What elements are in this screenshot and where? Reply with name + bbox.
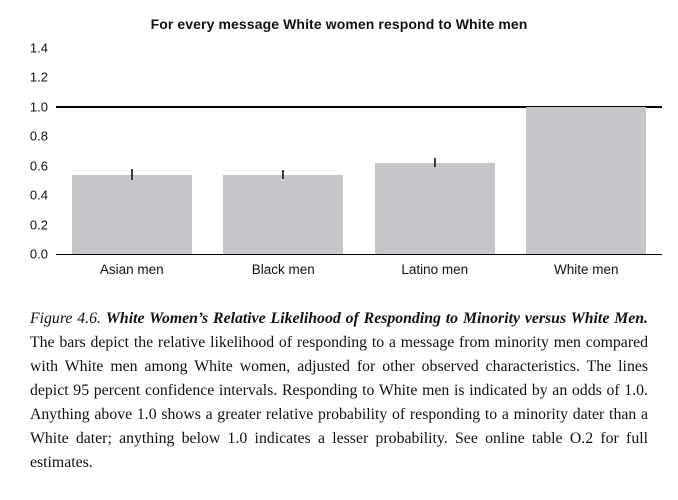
y-tick-label: 0.6 [29, 158, 48, 174]
error-bar [130, 168, 133, 181]
bar [526, 106, 647, 254]
bar-group [56, 48, 208, 254]
bar-group [208, 48, 360, 254]
y-tick-label: 0.0 [29, 246, 48, 262]
bar [71, 174, 192, 254]
error-bar [282, 170, 285, 179]
plot-area [56, 48, 662, 255]
y-tick-label: 0.2 [29, 217, 48, 233]
x-tick-label: Asian men [99, 262, 164, 277]
figure-caption-title: White Women’s Relative Likelihood of Res… [105, 310, 648, 327]
x-axis-labels: Asian men Black men Latino men White men [56, 262, 662, 277]
y-tick-label: 1.4 [29, 40, 48, 56]
y-tick-label: 0.4 [29, 187, 48, 203]
bar-chart: For every message White women respond to… [16, 16, 662, 277]
x-tick-label: Black men [251, 262, 315, 277]
chart-title: For every message White women respond to… [150, 16, 528, 32]
y-axis: 0.0 0.2 0.4 0.6 0.8 1.0 1.2 1.4 [20, 42, 56, 261]
bar [223, 174, 344, 254]
x-tick-label: Latino men [401, 262, 469, 277]
y-tick-label: 0.8 [29, 128, 48, 144]
bar-group [359, 48, 511, 254]
y-tick-label: 1.0 [29, 99, 48, 115]
chart-body: 0.0 0.2 0.4 0.6 0.8 1.0 1.2 1.4 [20, 42, 662, 261]
x-tick-label: White men [553, 262, 619, 277]
figure-caption: Figure 4.6. White Women’s Relative Likel… [30, 307, 648, 475]
bar [374, 162, 495, 254]
figure-caption-body: The bars depict the relative likelihood … [30, 334, 648, 471]
error-bar [433, 158, 436, 168]
y-tick-label: 1.2 [29, 69, 48, 85]
reference-line [56, 105, 662, 108]
figure-label: Figure 4.6. [30, 310, 101, 327]
bar-group [511, 48, 663, 254]
